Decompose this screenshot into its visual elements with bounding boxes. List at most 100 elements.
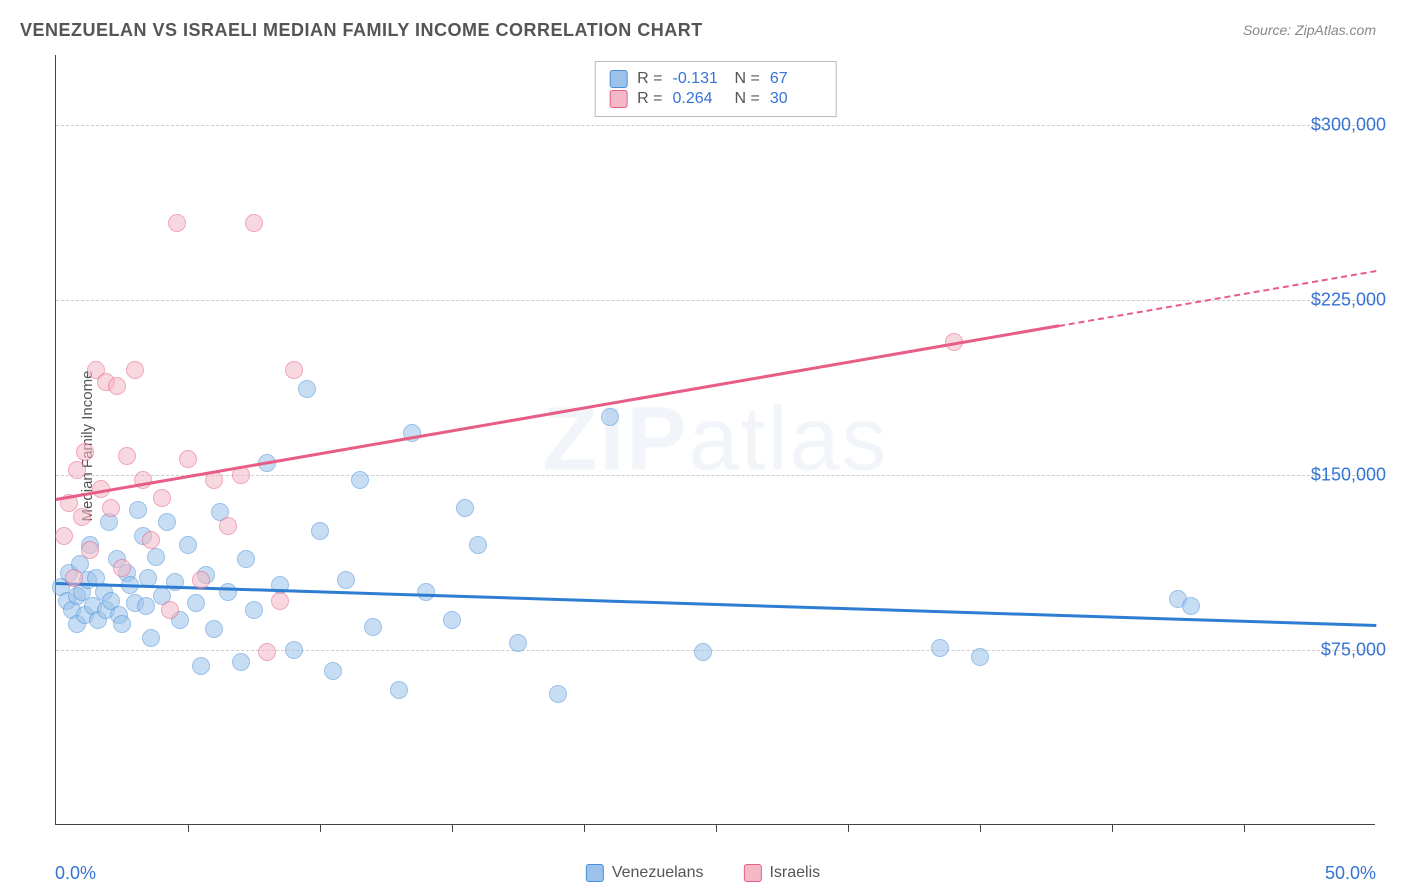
watermark-part2: atlas	[688, 389, 888, 489]
data-point	[187, 594, 205, 612]
data-point	[509, 634, 527, 652]
data-point	[179, 536, 197, 554]
data-point	[147, 548, 165, 566]
series-legend-item-0: Venezuelans	[586, 864, 704, 882]
source-attribution: Source: ZipAtlas.com	[1243, 22, 1376, 38]
data-point	[102, 499, 120, 517]
plot-area: ZIPatlas R = -0.131 N = 67 R = 0.264 N =…	[55, 55, 1375, 825]
data-point	[601, 408, 619, 426]
legend-swatch-series-1	[743, 864, 761, 882]
data-point	[298, 380, 316, 398]
gridline	[56, 125, 1375, 126]
data-point	[311, 522, 329, 540]
x-tick-min: 0.0%	[55, 863, 96, 884]
data-point	[237, 550, 255, 568]
data-point	[113, 559, 131, 577]
data-point	[137, 597, 155, 615]
data-point	[245, 601, 263, 619]
y-tick-label: $300,000	[1311, 115, 1386, 136]
data-point	[168, 214, 186, 232]
x-tick	[188, 824, 189, 832]
data-point	[108, 377, 126, 395]
source-label: Source:	[1243, 22, 1291, 38]
data-point	[219, 517, 237, 535]
stats-legend-row-1: R = 0.264 N = 30	[609, 90, 822, 108]
data-point	[192, 657, 210, 675]
legend-swatch-1	[609, 90, 627, 108]
data-point	[285, 361, 303, 379]
data-point	[142, 629, 160, 647]
n-value-0: 67	[770, 70, 822, 88]
data-point	[694, 643, 712, 661]
chart-container: VENEZUELAN VS ISRAELI MEDIAN FAMILY INCO…	[0, 0, 1406, 892]
r-label: R =	[637, 90, 662, 108]
data-point	[219, 583, 237, 601]
data-point	[337, 571, 355, 589]
n-label: N =	[735, 90, 760, 108]
x-tick	[716, 824, 717, 832]
data-point	[351, 471, 369, 489]
source-value: ZipAtlas.com	[1295, 22, 1376, 38]
data-point	[205, 620, 223, 638]
gridline	[56, 475, 1375, 476]
r-label: R =	[637, 70, 662, 88]
data-point	[113, 615, 131, 633]
data-point	[192, 571, 210, 589]
data-point	[364, 618, 382, 636]
data-point	[443, 611, 461, 629]
data-point	[285, 641, 303, 659]
data-point	[931, 639, 949, 657]
data-point	[271, 592, 289, 610]
x-tick-max: 50.0%	[1325, 863, 1376, 884]
x-tick	[452, 824, 453, 832]
gridline	[56, 650, 1375, 651]
series-name-0: Venezuelans	[612, 864, 704, 882]
data-point	[65, 569, 83, 587]
series-legend: Venezuelans Israelis	[586, 864, 820, 882]
x-tick	[320, 824, 321, 832]
legend-swatch-series-0	[586, 864, 604, 882]
data-point	[158, 513, 176, 531]
data-point	[549, 685, 567, 703]
series-name-1: Israelis	[769, 864, 820, 882]
r-value-1: 0.264	[673, 90, 725, 108]
data-point	[456, 499, 474, 517]
legend-swatch-0	[609, 70, 627, 88]
data-point	[73, 508, 91, 526]
data-point	[232, 653, 250, 671]
data-point	[469, 536, 487, 554]
data-point	[179, 450, 197, 468]
data-point	[81, 541, 99, 559]
data-point	[166, 573, 184, 591]
data-point	[118, 447, 136, 465]
data-point	[153, 489, 171, 507]
n-value-1: 30	[770, 90, 822, 108]
n-label: N =	[735, 70, 760, 88]
r-value-0: -0.131	[673, 70, 725, 88]
data-point	[161, 601, 179, 619]
x-tick	[1112, 824, 1113, 832]
series-legend-item-1: Israelis	[743, 864, 820, 882]
chart-title: VENEZUELAN VS ISRAELI MEDIAN FAMILY INCO…	[20, 20, 703, 41]
data-point	[1182, 597, 1200, 615]
data-point	[76, 443, 94, 461]
x-tick	[848, 824, 849, 832]
data-point	[126, 361, 144, 379]
data-point	[129, 501, 147, 519]
x-tick	[584, 824, 585, 832]
x-tick	[1244, 824, 1245, 832]
data-point	[417, 583, 435, 601]
data-point	[245, 214, 263, 232]
x-tick	[980, 824, 981, 832]
stats-legend-row-0: R = -0.131 N = 67	[609, 70, 822, 88]
data-point	[324, 662, 342, 680]
stats-legend: R = -0.131 N = 67 R = 0.264 N = 30	[594, 61, 837, 117]
gridline	[56, 300, 1375, 301]
data-point	[258, 643, 276, 661]
y-tick-label: $150,000	[1311, 465, 1386, 486]
data-point	[390, 681, 408, 699]
y-tick-label: $75,000	[1321, 640, 1386, 661]
data-point	[971, 648, 989, 666]
data-point	[68, 461, 86, 479]
data-point	[142, 531, 160, 549]
